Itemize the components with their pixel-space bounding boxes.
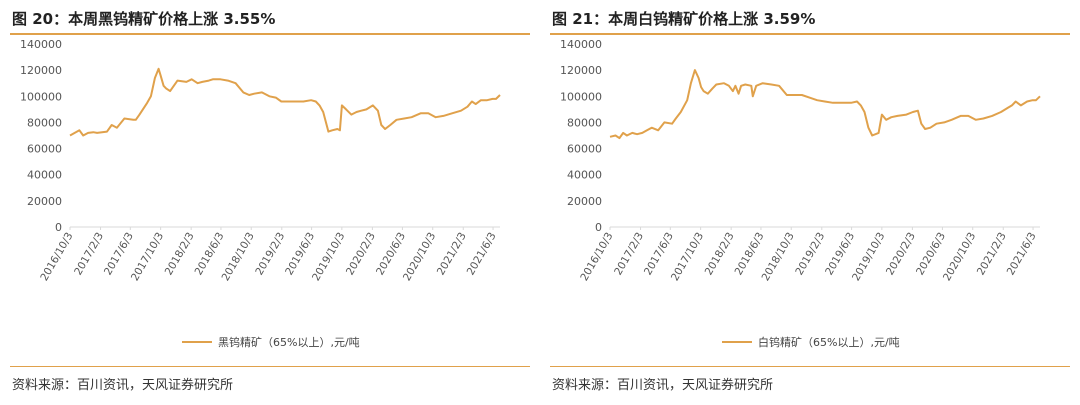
legend: 白钨精矿（65%以上）,元/吨 — [722, 335, 900, 349]
y-tick-label: 80000 — [567, 116, 602, 129]
legend: 黑钨精矿（65%以上）,元/吨 — [182, 336, 360, 349]
y-tick-label: 120000 — [560, 64, 602, 77]
x-tick-label: 2020/6/3 — [374, 231, 408, 278]
price-line — [69, 67, 501, 137]
tungsten-white-price-chart: 0 20000 40000 60000 80000 100000 120000 140000 2… — [560, 38, 1041, 349]
x-tick-label: 2017/6/3 — [642, 231, 676, 278]
x-tick-label: 2016/10/3 — [578, 231, 615, 284]
x-tick-label: 2021/6/3 — [465, 230, 499, 277]
y-tick-label: 140000 — [560, 38, 602, 51]
y-tick-label: 140000 — [20, 38, 62, 51]
x-tick-label: 2020/6/3 — [914, 231, 948, 278]
y-tick-label: 120000 — [20, 64, 62, 77]
x-tick-label: 2019/6/3 — [823, 231, 857, 278]
source-note: 资料来源：百川资讯，天风证券研究所 — [12, 378, 234, 393]
figure-title: 图 21：本周白钨精矿价格上涨 3.59% — [552, 10, 816, 28]
x-tick-label: 2019/2/3 — [253, 231, 287, 278]
x-tick-label: 2018/6/3 — [733, 231, 767, 278]
y-tick-label: 0 — [595, 221, 602, 234]
figure-20-panel: 图 20：本周黑钨精矿价格上涨 3.55% 0 20000 40000 60000 80… — [10, 0, 530, 405]
source-note: 资料来源：百川资讯，天风证券研究所 — [552, 378, 774, 393]
title-divider — [10, 33, 530, 35]
y-tick-label: 60000 — [27, 143, 62, 156]
y-tick-label: 40000 — [567, 169, 602, 182]
y-tick-label: 100000 — [20, 90, 62, 103]
x-tick-label: 2017/6/3 — [102, 231, 136, 278]
x-tick-label: 2017/2/3 — [612, 231, 646, 278]
x-tick-label: 2018/6/3 — [193, 231, 227, 278]
y-tick-label: 100000 — [560, 90, 602, 103]
y-tick-label: 80000 — [27, 116, 62, 129]
x-tick-label: 2017/2/3 — [72, 231, 106, 278]
x-tick-label: 2019/6/3 — [283, 231, 317, 278]
source-divider — [10, 366, 530, 367]
x-tick-label: 2021/6/3 — [1005, 230, 1039, 277]
x-tick-label: 2016/10/3 — [38, 231, 75, 284]
y-tick-label: 20000 — [567, 195, 602, 208]
x-tick-label: 2018/2/3 — [703, 231, 737, 278]
title-divider — [550, 33, 1070, 35]
price-line — [609, 69, 1041, 140]
y-tick-label: 40000 — [27, 169, 62, 182]
source-divider — [550, 366, 1070, 367]
x-tick-label: 2021/2/3 — [435, 231, 469, 278]
legend-label: 黑钨精矿（65%以上）,元/吨 — [218, 336, 360, 349]
x-tick-label: 2018/2/3 — [163, 231, 197, 278]
x-tick-label: 2019/2/3 — [793, 231, 827, 278]
figure-title: 图 20：本周黑钨精矿价格上涨 3.55% — [12, 10, 276, 28]
y-tick-label: 20000 — [27, 195, 62, 208]
x-tick-label: 2021/2/3 — [975, 231, 1009, 278]
legend-label: 白钨精矿（65%以上）,元/吨 — [758, 335, 900, 349]
tungsten-black-price-chart: 0 20000 40000 60000 80000 100000 120000 140000 2… — [20, 38, 501, 349]
figure-21-panel: 图 21：本周白钨精矿价格上涨 3.59% 0 20000 40000 60000 80… — [550, 0, 1070, 405]
y-tick-label: 60000 — [567, 143, 602, 156]
x-tick-label: 2020/2/3 — [884, 231, 918, 278]
y-tick-label: 0 — [55, 221, 62, 234]
x-tick-label: 2020/2/3 — [344, 231, 378, 278]
